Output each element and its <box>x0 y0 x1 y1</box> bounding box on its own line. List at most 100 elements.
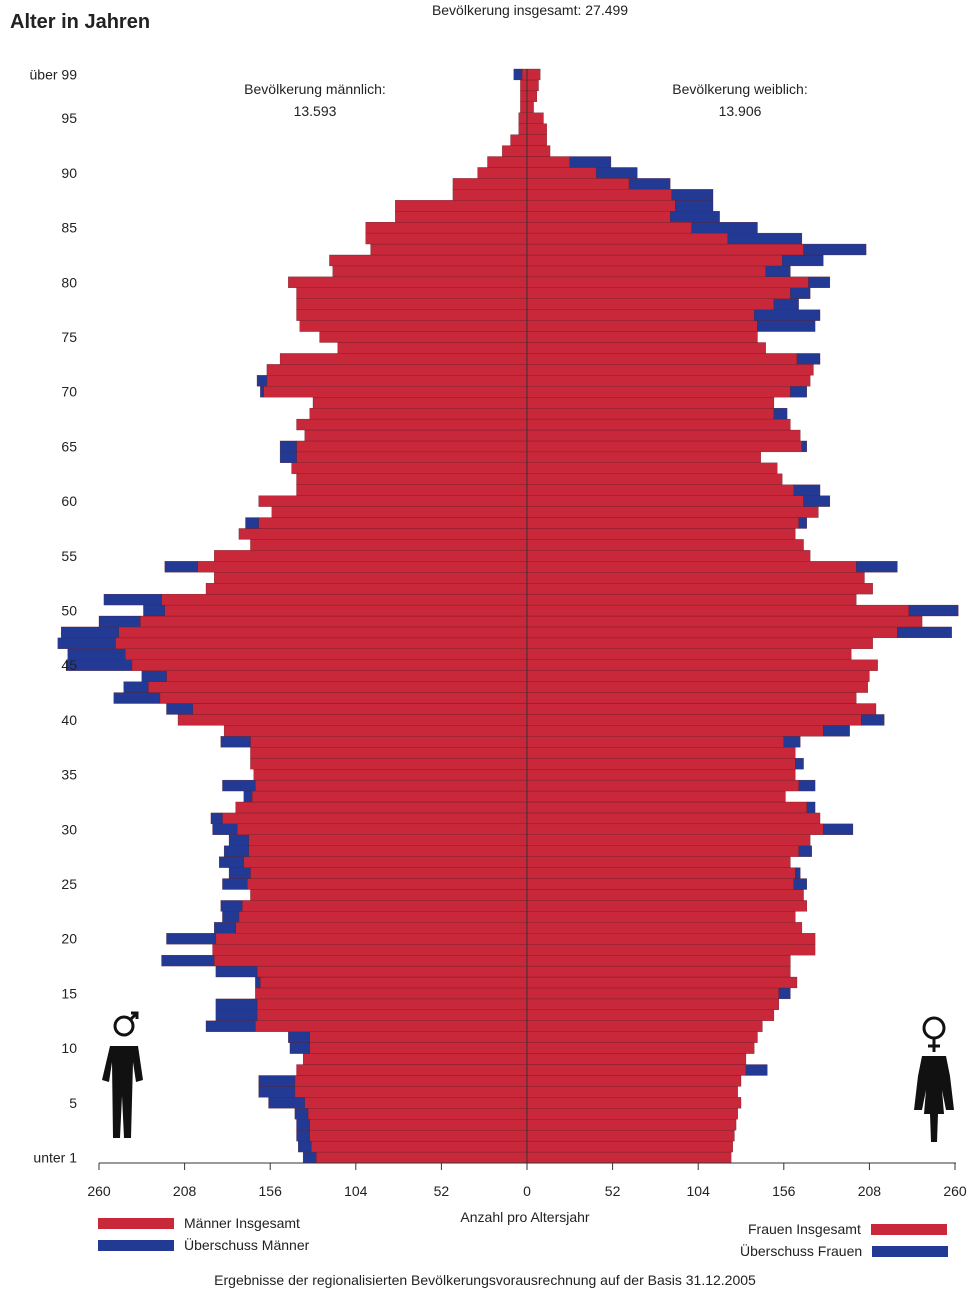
bar-male-total <box>521 68 528 81</box>
bar-male-surplus <box>141 670 167 682</box>
bar-male-total <box>212 944 528 956</box>
bar-female-surplus <box>793 484 821 496</box>
bar-female-surplus <box>823 823 854 835</box>
bar-male-surplus <box>210 812 223 825</box>
bar-male-total <box>164 604 528 617</box>
y-tick-label: 85 <box>61 220 77 236</box>
bar-male-total <box>235 801 528 814</box>
bar-female-surplus <box>773 298 799 310</box>
bar-male-total <box>296 451 528 463</box>
bar-female-total <box>526 156 570 168</box>
bar-male-total <box>304 1097 528 1109</box>
bar-male-total <box>197 561 528 573</box>
bar-female-total <box>526 342 766 354</box>
bar-female-total <box>526 670 870 682</box>
bar-female-total <box>526 867 796 879</box>
bar-female-total <box>526 987 780 1000</box>
bar-male-total <box>365 222 528 234</box>
bar-female-total <box>526 1097 742 1109</box>
bar-female-total <box>526 801 808 814</box>
bar-female-surplus <box>569 156 612 168</box>
x-tick-label: 52 <box>605 1183 621 1199</box>
bar-male-surplus <box>103 593 162 606</box>
y-tick-label: unter 1 <box>33 1150 77 1166</box>
bar-male-total <box>395 211 528 223</box>
bar-male-total <box>337 342 528 354</box>
bar-male-total <box>235 922 528 934</box>
bar-male-total <box>250 867 528 879</box>
bar-female-surplus <box>778 987 791 1000</box>
bar-male-total <box>510 134 528 146</box>
y-tick-label: 40 <box>61 712 77 728</box>
bar-female-surplus <box>773 407 788 420</box>
bar-male-surplus <box>296 1130 310 1142</box>
x-tick-label: 260 <box>87 1183 111 1199</box>
bar-male-total <box>238 911 528 923</box>
bar-female-total <box>526 309 755 321</box>
bar-female-surplus <box>823 725 850 737</box>
bar-male-total <box>312 397 528 409</box>
bar-male-total <box>304 429 528 442</box>
bar-male-total <box>250 758 528 770</box>
bar-female-total <box>526 134 547 146</box>
bar-male-surplus <box>228 834 249 846</box>
legend-swatch-male-surplus <box>98 1239 174 1251</box>
bar-male-total <box>177 714 528 726</box>
bar-male-total <box>214 954 528 967</box>
bar-female-surplus <box>691 222 758 234</box>
bar-male-total <box>296 418 528 431</box>
bar-male-surplus <box>222 878 248 890</box>
bar-female-surplus <box>856 561 898 573</box>
bar-male-total <box>238 528 528 540</box>
bar-female-surplus <box>798 845 812 857</box>
bar-male-total <box>214 550 528 562</box>
bar-male-surplus <box>166 933 217 945</box>
bar-male-total <box>250 889 528 901</box>
bar-male-total <box>266 364 528 376</box>
bar-female-total <box>526 112 544 124</box>
bar-male-surplus <box>220 900 243 912</box>
bar-male-surplus <box>513 68 523 81</box>
bar-male-total <box>222 812 528 825</box>
bar-female-surplus <box>671 189 714 201</box>
bar-female-total <box>526 123 547 135</box>
legend-swatch-male-total <box>98 1217 174 1229</box>
bar-male-total <box>250 736 528 748</box>
bar-female-surplus <box>803 243 867 256</box>
bar-female-surplus <box>897 626 952 639</box>
bar-female-surplus <box>783 736 801 748</box>
bar-male-surplus <box>294 1108 309 1120</box>
x-tick-label: 52 <box>434 1183 450 1199</box>
bar-female-total <box>526 298 775 310</box>
bar-male-total <box>125 648 528 660</box>
bar-male-total <box>237 823 528 835</box>
bar-male-total <box>309 1130 528 1142</box>
bar-male-total <box>307 1108 528 1120</box>
bar-male-total <box>299 320 528 332</box>
bar-male-total <box>258 517 528 529</box>
bar-female-total <box>526 429 801 442</box>
bar-female-total <box>526 823 824 835</box>
y-tick-label: 25 <box>61 876 77 892</box>
bar-female-surplus <box>795 867 801 879</box>
bar-female-surplus <box>675 200 714 212</box>
bar-female-total <box>526 364 814 376</box>
bar-female-total <box>526 495 804 507</box>
bar-female-total <box>526 254 783 267</box>
bar-male-surplus <box>123 681 149 693</box>
bar-male-total <box>260 976 528 989</box>
bar-female-total <box>526 178 630 190</box>
y-tick-label: 10 <box>61 1040 77 1056</box>
male-population-label: Bevölkerung männlich: <box>244 81 386 97</box>
bar-male-total <box>271 506 528 518</box>
bar-female-total <box>526 1020 763 1032</box>
bar-male-surplus <box>260 386 264 398</box>
bar-male-surplus <box>228 867 251 879</box>
bar-female-total <box>526 714 862 726</box>
bar-female-total <box>526 681 868 693</box>
bars-group <box>57 68 959 1164</box>
bar-male-surplus <box>215 998 258 1010</box>
bar-male-total <box>309 1042 528 1054</box>
bar-male-total <box>255 987 528 1000</box>
